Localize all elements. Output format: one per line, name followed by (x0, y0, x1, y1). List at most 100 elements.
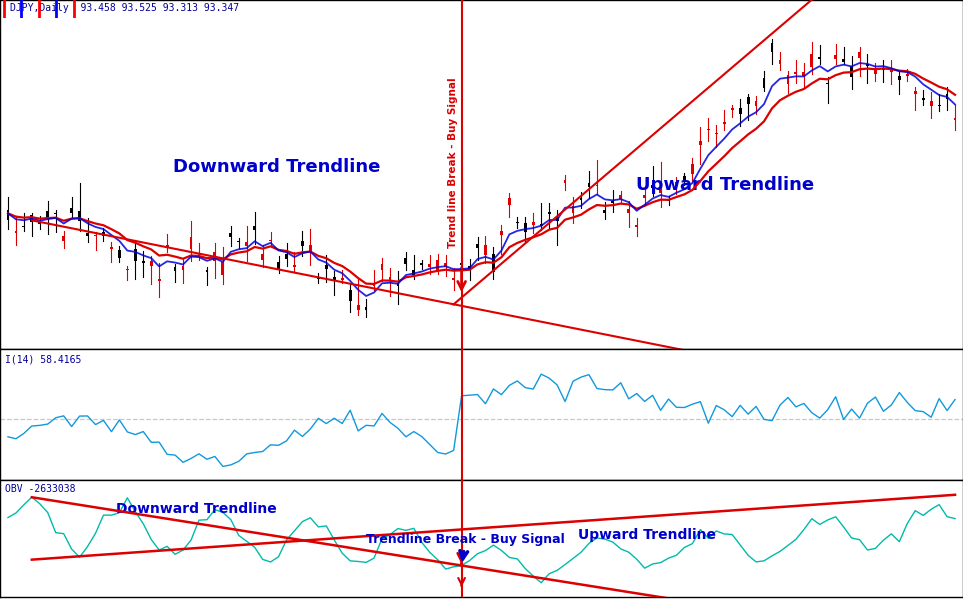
Bar (516, 222, 519, 223)
Bar (86, 233, 89, 236)
Bar (651, 185, 654, 188)
Bar (660, 188, 662, 193)
Bar (150, 261, 152, 266)
Bar (580, 198, 583, 200)
Bar (309, 245, 312, 252)
Bar (739, 108, 742, 114)
Bar (54, 212, 57, 214)
Bar (460, 263, 463, 264)
Bar (333, 277, 336, 280)
Bar (500, 231, 503, 235)
Bar (301, 241, 303, 246)
Bar (834, 56, 837, 59)
Text: I(14) 58.4165: I(14) 58.4165 (5, 354, 81, 364)
Bar (412, 271, 415, 275)
Text: DJPY,Daily  93.458 93.525 93.313 93.347: DJPY,Daily 93.458 93.525 93.313 93.347 (10, 4, 239, 13)
Bar (595, 185, 598, 186)
Bar (484, 245, 487, 255)
Bar (134, 250, 137, 261)
Bar (946, 94, 949, 99)
Bar (778, 60, 781, 64)
Bar (627, 209, 630, 213)
Bar (197, 253, 200, 255)
Text: Upward Trendline: Upward Trendline (636, 176, 814, 194)
Bar (723, 122, 726, 124)
Bar (938, 105, 941, 106)
Bar (158, 279, 161, 281)
Bar (770, 43, 773, 52)
Bar (731, 108, 734, 110)
Bar (389, 277, 391, 281)
Bar (922, 97, 924, 100)
Bar (14, 231, 17, 233)
Bar (118, 250, 120, 258)
Bar (707, 129, 710, 130)
Bar (70, 207, 73, 213)
Bar (468, 266, 471, 270)
Bar (802, 72, 805, 76)
Bar (540, 224, 542, 226)
Bar (636, 225, 638, 227)
Bar (755, 101, 758, 106)
Bar (205, 271, 208, 272)
Bar (604, 210, 607, 214)
Bar (31, 215, 34, 222)
Bar (898, 75, 900, 80)
Bar (261, 254, 264, 260)
Bar (953, 118, 956, 119)
Bar (341, 278, 344, 280)
Bar (866, 64, 869, 65)
Bar (691, 164, 693, 174)
Bar (22, 226, 25, 227)
Bar (667, 200, 670, 201)
Bar (166, 245, 169, 248)
Bar (270, 240, 272, 241)
Bar (317, 277, 320, 278)
Bar (7, 210, 10, 220)
Bar (914, 91, 917, 94)
Bar (102, 232, 105, 236)
Text: Downward Trendline: Downward Trendline (173, 159, 380, 176)
Bar (78, 212, 81, 222)
Text: Downward Trendline: Downward Trendline (116, 502, 276, 516)
Bar (237, 241, 240, 242)
Bar (763, 78, 766, 88)
Bar (643, 195, 646, 198)
Bar (436, 260, 439, 269)
Bar (380, 264, 383, 271)
Bar (715, 133, 717, 134)
Bar (356, 305, 359, 310)
Bar (826, 83, 829, 84)
Bar (293, 266, 296, 267)
Bar (874, 69, 877, 74)
Bar (253, 226, 256, 230)
Bar (39, 222, 41, 223)
Bar (429, 264, 431, 267)
Bar (811, 54, 813, 67)
Bar (683, 176, 686, 182)
Bar (508, 198, 510, 204)
Bar (285, 254, 288, 259)
Text: OBV -2633038: OBV -2633038 (5, 484, 75, 494)
Bar (572, 206, 574, 213)
Bar (548, 212, 551, 214)
Bar (906, 74, 909, 76)
Bar (246, 242, 248, 246)
Bar (612, 201, 614, 203)
Bar (63, 236, 65, 241)
Bar (746, 97, 749, 103)
Bar (349, 290, 351, 301)
Bar (373, 284, 376, 286)
Bar (404, 258, 407, 264)
Bar (882, 68, 885, 70)
Bar (126, 269, 129, 270)
Bar (587, 182, 590, 187)
Bar (890, 68, 893, 72)
Bar (850, 66, 853, 77)
Bar (699, 141, 702, 146)
Bar (524, 223, 527, 232)
Bar (190, 236, 193, 249)
Bar (110, 247, 113, 248)
Bar (929, 101, 932, 106)
Bar (277, 263, 280, 269)
